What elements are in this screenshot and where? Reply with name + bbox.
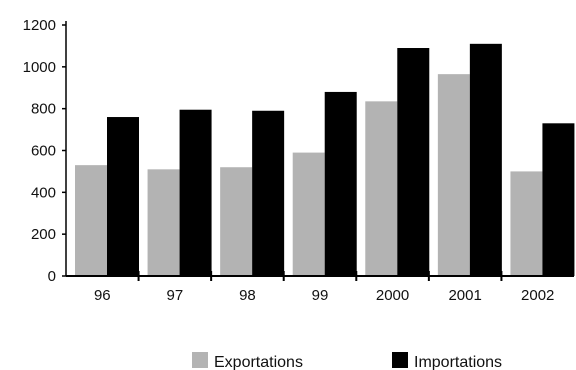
bar-importations-98 [252,110,285,276]
x-tick-label: 99 [312,287,329,304]
bar-exportations-2002 [510,171,543,276]
x-axis-ticks: 96 97 98 99 2000 2001 2002 [94,271,554,304]
legend-swatch-importations [392,352,408,368]
y-tick-label: 600 [31,143,56,160]
legend-label-importations: Importations [414,354,502,370]
bar-importations-2000 [397,48,430,277]
x-tick-label: 2000 [376,287,409,304]
y-tick-label: 0 [48,268,56,285]
legend: Exportations Importations [192,352,502,370]
y-tick-label: 1000 [23,59,56,76]
x-tick-label: 2002 [521,287,554,304]
x-tick-label: 98 [239,287,256,304]
bar-importations-96 [107,117,139,277]
y-tick-label: 200 [31,226,56,243]
bar-exportations-97 [147,169,180,276]
x-tick-label: 2001 [448,287,481,304]
bar-exportations-2001 [437,74,470,276]
x-tick-label: 97 [167,287,184,304]
y-tick-label: 800 [31,101,56,118]
bar-exportations-96 [75,165,107,276]
legend-label-exportations: Exportations [214,354,303,370]
bar-importations-99 [324,91,357,276]
legend-swatch-exportations [192,352,208,368]
y-tick-label: 400 [31,184,56,201]
x-tick-label: 96 [94,287,111,304]
y-axis-ticks: 0 200 400 600 800 1000 1200 [23,17,66,285]
bar-importations-2002 [542,123,575,276]
bars-group [75,43,575,277]
bar-importations-97 [179,109,212,277]
bar-exportations-2000 [365,101,398,277]
bar-exportations-98 [220,167,253,276]
bar-exportations-99 [292,152,325,276]
y-tick-label: 1200 [23,17,56,34]
bar-importations-2001 [469,43,502,277]
